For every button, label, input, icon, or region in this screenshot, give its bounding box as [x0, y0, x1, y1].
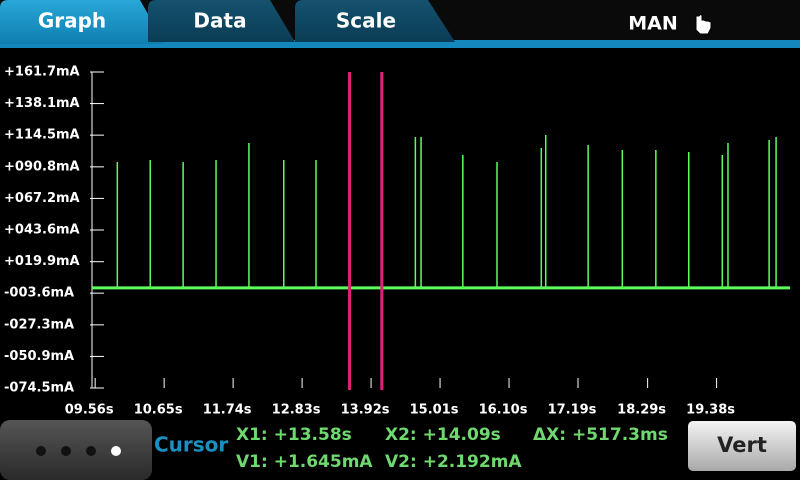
tab-graph[interactable] — [0, 0, 165, 44]
tab-label[interactable]: Scale — [336, 9, 396, 33]
y-tick-label: +019.9mA — [4, 254, 80, 269]
plot: +161.7mA +138.1mA +114.5mA +090.8mA +067.2mA… — [4, 65, 790, 418]
tab-label[interactable]: Graph — [38, 9, 106, 33]
button-label[interactable]: Vert — [717, 433, 767, 457]
menu-button[interactable] — [0, 420, 152, 480]
readout: X2: +14.09s — [385, 425, 501, 445]
dot — [61, 446, 71, 456]
x-tick-label: 09.56s — [65, 403, 114, 418]
x-tick-label: 18.29s — [617, 403, 666, 418]
y-tick-label: -074.5mA — [4, 381, 74, 396]
x-tick-label: 12.83s — [272, 403, 321, 418]
tab-scale[interactable] — [295, 0, 455, 42]
y-tick-label: -027.3mA — [4, 317, 74, 332]
x-tick-label: 10.65s — [134, 403, 183, 418]
x-tick-label: 13.92s — [341, 403, 390, 418]
mode[interactable]: MAN — [628, 13, 678, 35]
y-tick-label: +090.8mA — [4, 159, 80, 174]
readout: V2: +2.192mA — [385, 452, 522, 472]
x-tick-label: 19.38s — [686, 403, 735, 418]
tab-data[interactable] — [148, 0, 295, 42]
readout: ΔX: +517.3ms — [533, 425, 668, 445]
y-tick-label: -050.9mA — [4, 349, 74, 364]
x-tick-label: 17.19s — [548, 403, 597, 418]
dot — [36, 446, 46, 456]
y-tick-label: +114.5mA — [4, 128, 80, 143]
cursor-title: Cursor — [154, 433, 228, 457]
y-tick-label: +138.1mA — [4, 96, 80, 111]
y-tick-label: -003.6mA — [4, 286, 74, 301]
y-tick-label: +067.2mA — [4, 191, 80, 206]
x-tick-label: 11.74s — [203, 403, 252, 418]
dot — [111, 446, 121, 456]
tab-label[interactable]: Data — [193, 9, 246, 33]
dot — [86, 446, 96, 456]
tab-strip — [0, 40, 800, 48]
y-tick-label: +043.6mA — [4, 223, 80, 238]
x-tick-label: 15.01s — [410, 403, 459, 418]
y-tick-label: +161.7mA — [4, 65, 80, 80]
x-tick-label: 16.10s — [479, 403, 528, 418]
hand-icon — [695, 14, 712, 35]
readout: X1: +13.58s — [236, 425, 352, 445]
vert-button[interactable] — [688, 421, 796, 471]
readout: V1: +1.645mA — [236, 452, 373, 472]
